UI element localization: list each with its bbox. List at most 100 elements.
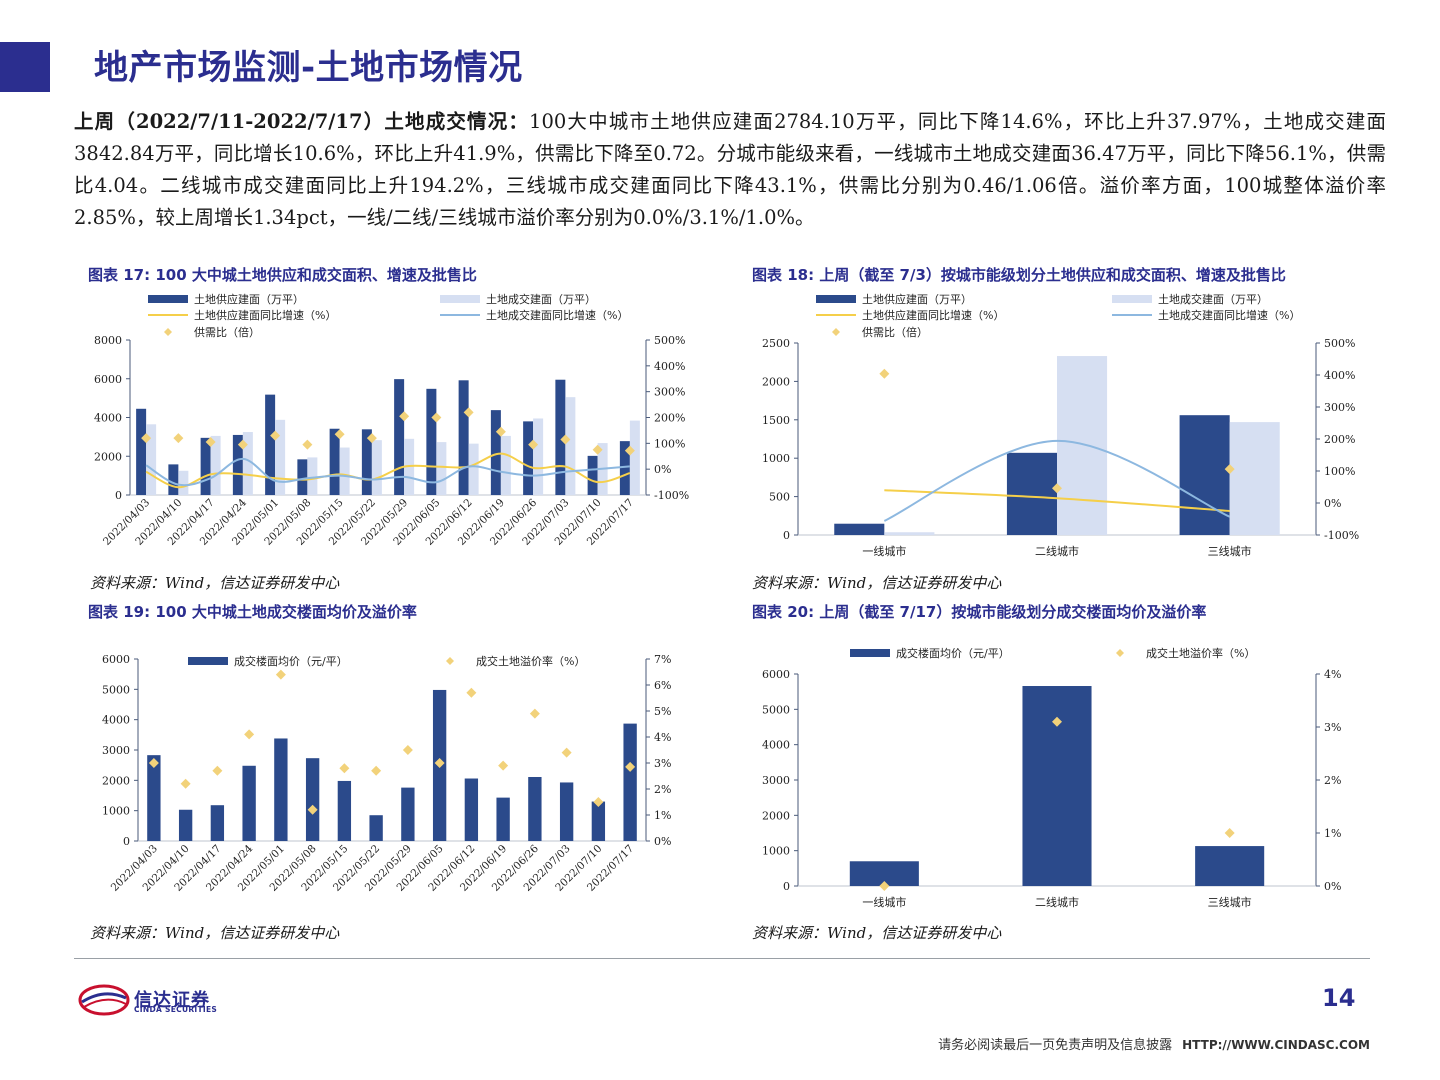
disclaimer-text: 请务必阅读最后一页免责声明及信息披露 [938,1038,1173,1053]
diamond-point-3 [237,439,248,450]
diamond-point-2 [212,765,223,776]
y2-tick-label: 2% [1324,774,1341,787]
chart-19-title: 图表 19: 100 大中城土地成交楼面均价及溢价率 [88,603,417,621]
diamond-point-8 [402,745,413,755]
diamond-point-0 [879,881,890,891]
y-tick-label: 1000 [102,805,130,818]
y2-tick-label: -100% [1324,529,1359,542]
y2-tick-label: 500% [1324,337,1355,350]
bar-1-3 [242,432,253,495]
x-tick-label: 二线城市 [1035,544,1079,558]
bar-0-11 [496,797,510,841]
title-accent-block [0,42,50,92]
legend-label-3: 土地成交建面同比增速（%） [1158,308,1300,322]
legend-swatch-4 [164,328,172,336]
diamond-point-2 [1224,464,1235,475]
chart-19: 成交楼面均价（元/平） 成交土地溢价率（%） 0 1000 2000 3000 4000 50… [102,653,671,894]
bar-1-5 [307,457,318,495]
y-tick-label: 3000 [762,774,790,787]
y2-tick-label: 0% [654,463,671,476]
y-tick-label: 2000 [762,809,790,822]
bar-0-3 [242,765,256,841]
bar-0-14 [587,455,598,495]
chart-18-source: 资料来源：Wind，信达证券研发中心 [752,574,1002,592]
chart-20-source: 资料来源：Wind，信达证券研发中心 [752,924,1002,942]
diamond-point-4 [270,430,281,441]
diamond-point-0 [879,368,890,379]
y-tick-label: 2000 [94,450,122,463]
bar-0-15 [619,441,630,495]
footer-divider [74,958,1370,959]
bar-0-14 [591,801,606,841]
chart-18-title: 图表 18: 上周（截至 7/3）按城市能级划分土地供应和成交面积、增速及批售比 [752,266,1286,284]
diamond-point-1 [180,778,191,789]
bar-0-6 [329,428,340,495]
summary-paragraph: 上周（2022/7/11-2022/7/17）土地成交情况：100大中城市土地供… [74,106,1386,234]
chart-19-source: 资料来源：Wind，信达证券研发中心 [90,924,340,942]
series-line-1 [883,439,1231,522]
bar-1-11 [500,435,511,495]
diamond-point-11 [498,760,509,771]
bar-0-2 [1195,846,1265,886]
bar-0-10 [464,778,479,841]
bar-1-1 [178,470,189,495]
logo-text-cn: 信达证券 [134,990,210,1011]
diamond-point-9 [434,758,445,768]
y2-tick-label: 500% [654,334,685,347]
diamond-point-2 [1224,828,1235,838]
y-tick-label: 0 [783,880,790,893]
bar-1-6 [339,447,350,495]
y-tick-label: 1000 [762,452,790,465]
diamond-point-7 [366,433,377,444]
series-line-0 [884,489,1230,512]
bar-0-2 [210,805,225,841]
diamond-point-8 [399,411,410,422]
y-tick-label: 2000 [102,774,130,787]
bar-0-1 [1006,452,1057,535]
bar-0-15 [623,723,637,841]
legend-label-4: 供需比（倍） [862,325,928,339]
y2-tick-label: 1% [1324,827,1341,840]
y-tick-label: 5000 [762,703,790,716]
y-tick-label: 5000 [102,683,130,696]
website-link[interactable]: HTTP://WWW.CINDASC.COM [1182,1038,1370,1052]
legend-label-2: 土地供应建面同比增速（%） [862,308,1004,322]
bar-0-0 [834,523,885,535]
y-tick-label: 6000 [102,653,130,666]
legend-label-1: 土地成交建面（万平） [486,292,596,306]
diamond-point-14 [592,444,603,455]
diamond-point-5 [307,804,318,815]
x-tick-label: 一线城市 [862,895,906,909]
bar-0-1 [168,464,179,495]
diamond-point-4 [275,669,286,680]
diamond-point-9 [431,412,442,423]
y-tick-label: 500 [769,491,790,504]
page-number: 14 [1322,984,1356,1012]
legend-label-1: 成交土地溢价率（%） [1146,646,1255,660]
y2-tick-label: 0% [1324,880,1341,893]
bar-1-0 [146,424,157,495]
diamond-point-11 [495,426,506,437]
y-tick-label: 4000 [94,412,122,425]
bar-0-5 [305,758,320,841]
bar-0-0 [147,755,161,841]
diamond-point-0 [148,758,159,768]
bar-0-8 [401,787,415,841]
x-tick-label: 一线城市 [862,544,906,558]
y2-tick-label: 400% [654,360,685,373]
diamond-point-10 [463,407,474,418]
bar-0-12 [523,421,534,495]
diamond-point-7 [371,765,382,776]
bar-0-7 [361,429,372,495]
diamond-point-13 [561,747,572,758]
y2-tick-label: 4% [654,731,671,744]
y-tick-label: 1000 [762,845,790,858]
legend-swatch-0 [816,295,856,303]
bar-1-4 [275,419,286,495]
legend-label-4: 供需比（倍） [194,325,260,339]
diamond-point-12 [528,439,539,450]
disclaimer: 请务必阅读最后一页免责声明及信息披露 HTTP://WWW.CINDASC.COM [938,1034,1370,1053]
legend-label-2: 土地供应建面同比增速（%） [194,308,336,322]
legend-swatch-1 [1112,295,1152,303]
bar-1-2 [210,435,221,495]
